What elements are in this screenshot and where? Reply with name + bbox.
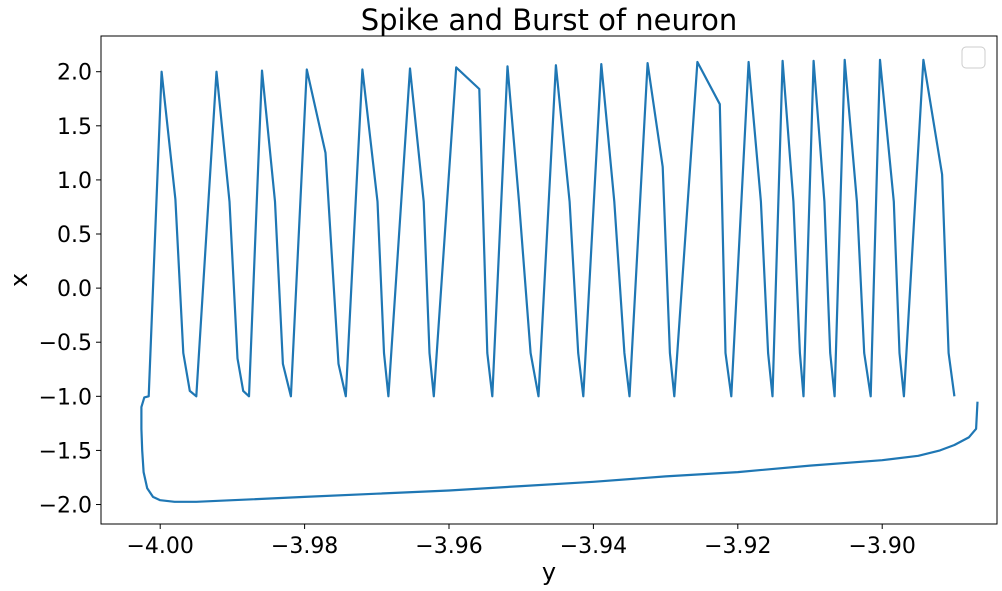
y-tick-label: 1.5 (57, 115, 92, 140)
y-axis-ticks: 2.0 1.5 1.0 0.5 0.0 −0.5 −1.0 −1.5 −2.0 (39, 61, 101, 519)
x-tick-label: −3.98 (271, 534, 338, 559)
x-tick-label: −4.00 (126, 534, 193, 559)
y-tick-label: −0.5 (39, 331, 92, 356)
y-tick-label: −1.5 (39, 439, 92, 464)
x-tick-label: −3.94 (560, 534, 627, 559)
x-tick-label: −3.90 (848, 534, 915, 559)
chart-title: Spike and Burst of neuron (361, 3, 738, 37)
x-tick-label: −3.96 (415, 534, 482, 559)
y-tick-label: 0.5 (57, 223, 92, 248)
x-axis-label: y (542, 558, 556, 586)
y-axis-label: x (5, 273, 33, 287)
legend-box (961, 46, 986, 69)
y-tick-label: −2.0 (39, 494, 92, 519)
axes-frame (100, 35, 998, 525)
series-line (140, 58, 979, 503)
y-tick-label: 1.0 (57, 169, 92, 194)
plot-area (140, 58, 979, 503)
y-tick-label: −1.0 (39, 385, 92, 410)
y-tick-label: 0.0 (57, 277, 92, 302)
y-tick-label: 2.0 (57, 61, 92, 86)
x-tick-label: −3.92 (704, 534, 771, 559)
x-axis-ticks: −4.00 −3.98 −3.96 −3.94 −3.92 −3.90 (126, 524, 916, 559)
